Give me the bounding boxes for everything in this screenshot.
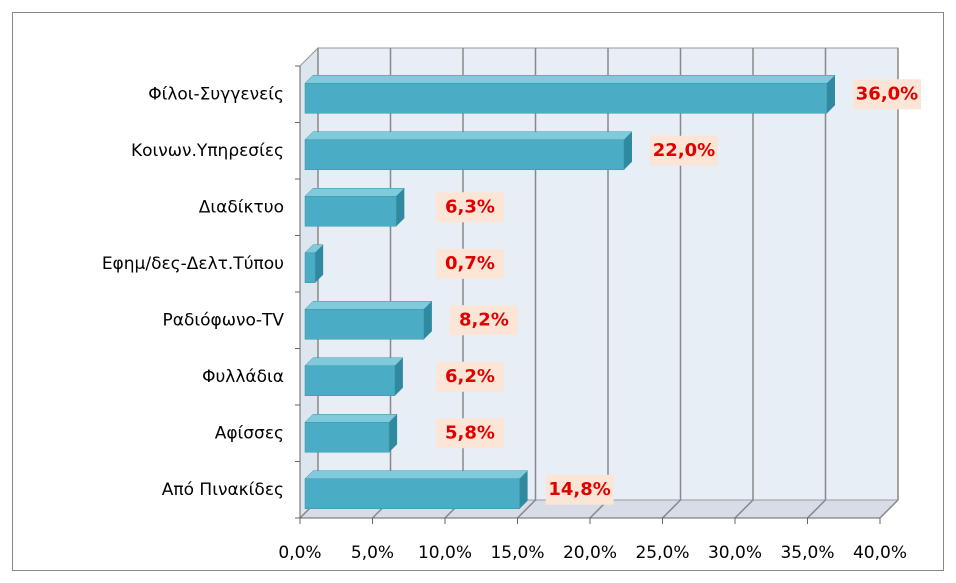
grid-line [806, 48, 827, 519]
bar-side [827, 75, 835, 114]
y-tick-label: Φίλοι-Συγγενείς [148, 84, 284, 104]
bar-side [389, 414, 398, 453]
bar [304, 422, 390, 453]
x-tick-label: 25,0% [635, 543, 689, 563]
bar-top [304, 75, 836, 84]
bar [304, 365, 396, 396]
y-tick-label: Κοινων.Υπηρεσίες [131, 141, 284, 161]
x-tick-label: 15,0% [490, 543, 544, 563]
y-tick-label: Από Πινακίδες [162, 480, 284, 500]
bar-side [624, 131, 632, 170]
bar-top [304, 131, 633, 140]
bar-side [519, 470, 528, 509]
bar-side [394, 357, 403, 396]
x-tick-label: 35,0% [780, 543, 834, 563]
bar-side [315, 244, 324, 283]
grid-line [516, 48, 537, 519]
bar-top [304, 188, 405, 197]
bar [304, 83, 828, 114]
x-tick-label: 0,0% [278, 543, 321, 563]
bar-top [304, 414, 398, 423]
bar [304, 196, 397, 227]
y-tick-label: Αφίσσες [215, 423, 284, 443]
bar [304, 478, 520, 509]
value-label: 14,8% [548, 479, 610, 500]
value-label-bg [853, 79, 921, 110]
value-label-bg [436, 192, 504, 223]
value-label: 6,3% [445, 196, 495, 217]
grid-line [734, 48, 754, 519]
y-tick-label: Εφημ/δες-Δελτ.Τύπου [102, 254, 284, 274]
value-label-bg [650, 135, 718, 166]
x-tick-label: 10,0% [418, 543, 472, 563]
bar [304, 309, 425, 340]
value-label-bg [436, 418, 504, 449]
y-tick-label: Διαδίκτυο [199, 197, 284, 217]
bar-top [304, 357, 404, 366]
y-tick-label: Ραδιόφωνο-TV [162, 310, 284, 330]
x-tick-label: 5,0% [351, 543, 394, 563]
x-tick-label: 30,0% [708, 543, 762, 563]
value-label: 6,2% [445, 366, 495, 387]
y-tick-label: Φυλλάδια [202, 367, 284, 387]
value-label: 8,2% [459, 309, 509, 330]
bar-top [304, 470, 529, 479]
x-tick-label: 20,0% [563, 543, 617, 563]
bar-top [304, 301, 433, 310]
value-label-bg [436, 248, 504, 279]
value-label: 36,0% [856, 83, 918, 104]
value-label: 22,0% [653, 140, 715, 161]
value-label-bg [436, 361, 504, 392]
value-label: 0,7% [445, 253, 495, 274]
value-label-bg [449, 305, 518, 336]
bar [304, 252, 316, 283]
bar-side [396, 188, 405, 227]
grid-line [661, 48, 682, 519]
value-label-bg [545, 474, 614, 505]
value-label: 5,8% [445, 422, 495, 443]
grid-line [879, 48, 899, 519]
bar [304, 139, 625, 170]
x-tick-label: 40,0% [853, 543, 907, 563]
bar-side [423, 301, 432, 340]
